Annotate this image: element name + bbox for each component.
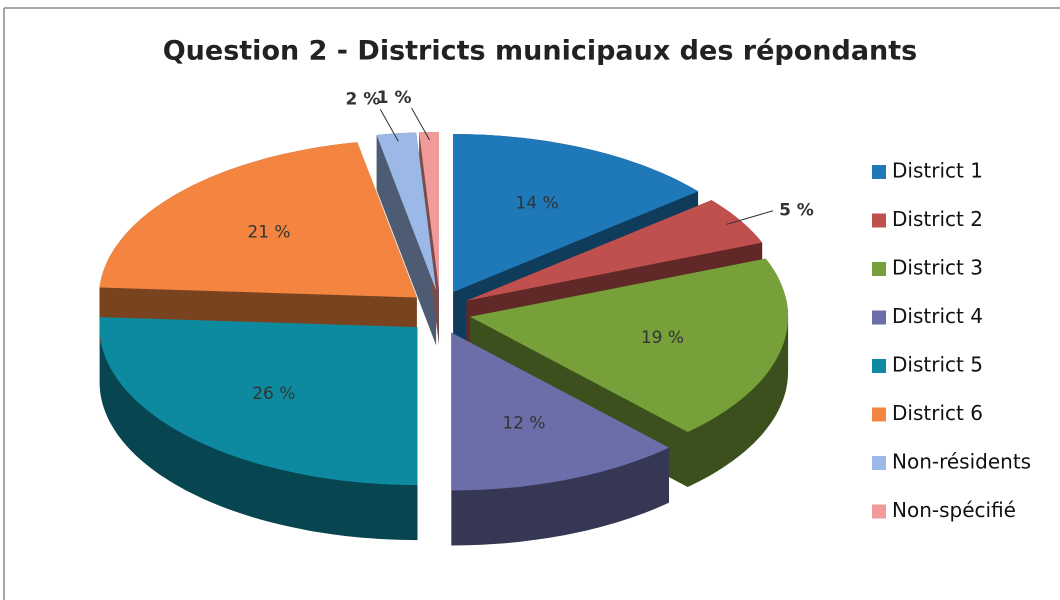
legend-swatch: [872, 456, 886, 470]
slice: [99, 142, 417, 298]
legend-label: District 1: [892, 159, 983, 183]
data-label: 14 %: [515, 193, 558, 213]
legend-swatch: [872, 165, 886, 179]
leader-line: [726, 210, 774, 225]
legend-swatch: [872, 359, 886, 373]
legend-label: District 6: [892, 401, 983, 425]
legend-label: Non-spécifié: [892, 498, 1016, 522]
legend-swatch: [872, 213, 886, 228]
slice: [466, 200, 763, 301]
legend-swatch: [872, 262, 886, 276]
data-label: 1 %: [377, 88, 412, 108]
data-label: 21 %: [247, 223, 290, 243]
legend-label: District 5: [892, 353, 983, 377]
leader-line: [379, 109, 399, 142]
legend-swatch: [872, 504, 886, 519]
legend-label: District 2: [892, 207, 983, 231]
slice: [419, 132, 439, 290]
data-label: 19 %: [641, 328, 684, 348]
slice: [470, 258, 789, 432]
legend-label: District 4: [892, 304, 983, 328]
leader-line: [411, 107, 430, 141]
chart-title: Question 2 - Districts municipaux des ré…: [163, 36, 918, 67]
legend-swatch: [872, 310, 886, 325]
slice: [99, 317, 418, 486]
legend-swatch: [872, 407, 886, 422]
data-label: 12 %: [502, 414, 545, 434]
data-label: 26 %: [252, 384, 295, 404]
slice: [451, 332, 669, 491]
legend-label: Non-résidents: [892, 450, 1031, 474]
slice: [376, 132, 437, 291]
data-label: 5 %: [779, 201, 814, 221]
slice: [453, 134, 699, 293]
data-label: 2 %: [345, 89, 380, 109]
legend-label: District 3: [892, 256, 983, 280]
